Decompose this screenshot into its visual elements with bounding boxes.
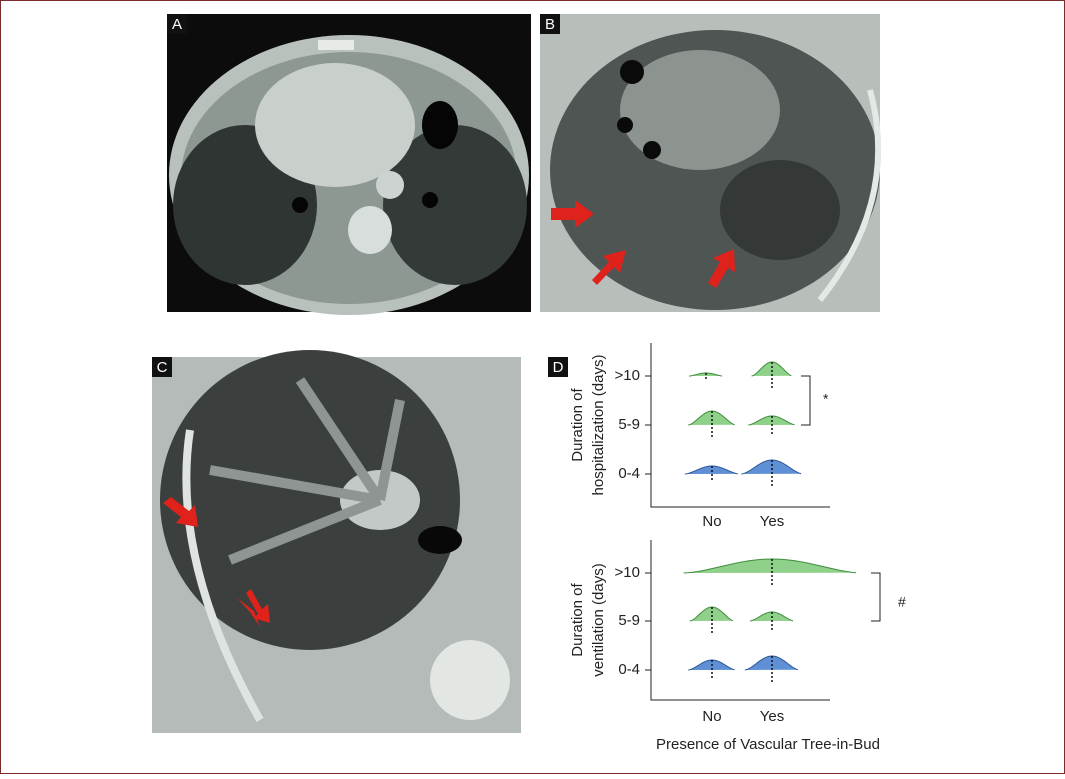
panel-label: C <box>157 359 168 376</box>
y-tick-label: 0-4 <box>618 661 640 678</box>
x-tick-label: Yes <box>760 708 784 725</box>
y-axis-label: ventilation (days) <box>590 563 607 676</box>
significance-bracket <box>801 375 811 426</box>
panel-label: B <box>545 16 555 33</box>
x-tick-label: No <box>702 513 721 530</box>
significance-bracket <box>871 572 881 622</box>
y-tick-label: >10 <box>615 564 640 581</box>
panel-label-box <box>167 14 187 34</box>
y-axis-label: Duration of <box>569 387 586 461</box>
ct-image-a <box>167 14 531 315</box>
axes <box>650 540 830 701</box>
violin <box>683 558 857 574</box>
y-axis-label: Duration of <box>569 582 586 656</box>
violin <box>741 459 802 475</box>
panel-label: D <box>553 359 564 376</box>
x-tick-label: Yes <box>760 513 784 530</box>
x-axis-label: Presence of Vascular Tree-in-Bud <box>656 736 880 753</box>
y-tick-label: >10 <box>615 367 640 384</box>
y-axis-label: hospitalization (days) <box>590 355 607 496</box>
ct-image-b <box>540 14 882 312</box>
significance-mark: # <box>898 594 906 610</box>
panel-label-box <box>548 357 568 377</box>
ct-image-c <box>152 350 521 733</box>
panel-label: A <box>172 16 182 33</box>
x-tick-label: No <box>702 708 721 725</box>
panel-label-box <box>152 357 172 377</box>
axes <box>650 343 830 508</box>
y-tick-label: 0-4 <box>618 465 640 482</box>
y-tick-label: 5-9 <box>618 612 640 629</box>
y-tick-label: 5-9 <box>618 416 640 433</box>
significance-mark: * <box>823 391 829 407</box>
panel-label-box <box>540 14 560 34</box>
